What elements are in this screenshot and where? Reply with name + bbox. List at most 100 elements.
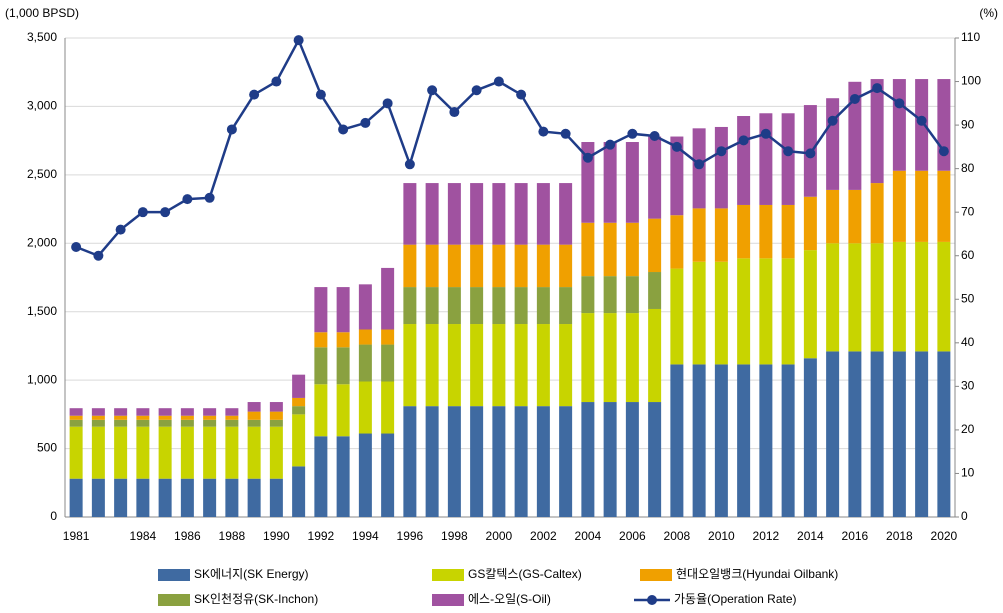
bar-segment bbox=[158, 415, 172, 420]
bar-segment bbox=[870, 183, 884, 244]
line-marker bbox=[938, 146, 949, 157]
bar-segment bbox=[203, 408, 217, 416]
bar-segment bbox=[581, 313, 595, 403]
bar-segment bbox=[759, 258, 773, 365]
line-marker bbox=[115, 224, 126, 235]
bar-segment bbox=[314, 384, 328, 437]
bar-segment bbox=[136, 426, 150, 479]
bar-segment bbox=[358, 381, 372, 434]
bar-segment bbox=[737, 364, 751, 517]
bar-segment bbox=[937, 241, 951, 352]
bar-segment bbox=[581, 276, 595, 314]
bar-segment bbox=[470, 183, 484, 245]
bar-segment bbox=[870, 351, 884, 517]
bar-segment bbox=[625, 402, 639, 517]
x-tick-label: 1996 bbox=[397, 529, 424, 543]
bar-segment bbox=[247, 419, 261, 427]
bar-segment bbox=[336, 436, 350, 517]
bar-segment bbox=[358, 433, 372, 517]
bar-segment bbox=[826, 189, 840, 244]
bar-segment bbox=[536, 287, 550, 325]
bar-segment bbox=[559, 287, 573, 325]
bar-segment bbox=[559, 406, 573, 517]
bar-segment bbox=[648, 272, 662, 309]
line-marker bbox=[538, 126, 549, 137]
legend-swatch bbox=[432, 569, 464, 581]
y2-tick-label: 90 bbox=[961, 117, 975, 131]
line bbox=[75, 37, 945, 258]
line-marker bbox=[204, 192, 215, 203]
x-tick-label: 2008 bbox=[664, 529, 691, 543]
bar-segment bbox=[714, 126, 728, 209]
y-tick-label: 3,000 bbox=[27, 99, 57, 113]
bar-segment bbox=[91, 415, 105, 420]
bar-segment bbox=[803, 250, 817, 359]
legend-swatch bbox=[158, 569, 190, 581]
bar-segment bbox=[269, 478, 283, 517]
line-marker bbox=[805, 148, 816, 159]
bar-segment bbox=[514, 244, 528, 288]
bar-segment bbox=[447, 287, 461, 325]
bar-segment bbox=[158, 478, 172, 517]
bar-segment bbox=[69, 419, 83, 427]
bar-segment bbox=[69, 415, 83, 420]
bar-segment bbox=[180, 426, 194, 479]
bar-segment bbox=[114, 426, 128, 479]
bar-segment bbox=[625, 276, 639, 314]
x-tick-label: 2012 bbox=[753, 529, 780, 543]
x-tick-label: 1984 bbox=[130, 529, 157, 543]
line-marker bbox=[293, 35, 304, 46]
line-marker bbox=[71, 242, 82, 253]
line-marker bbox=[605, 139, 616, 150]
bar-segment bbox=[603, 313, 617, 403]
x-tick-label: 2018 bbox=[886, 529, 913, 543]
bar-segment bbox=[381, 433, 395, 517]
line-marker bbox=[182, 194, 193, 205]
bar-segment bbox=[581, 402, 595, 517]
bar-segment bbox=[870, 79, 884, 184]
bar-segment bbox=[225, 426, 239, 479]
y2-tick-label: 80 bbox=[961, 161, 975, 175]
bar-segment bbox=[292, 406, 306, 415]
bar-segment bbox=[403, 244, 417, 288]
legend-swatch bbox=[640, 569, 672, 581]
bar-segment bbox=[937, 79, 951, 171]
line-marker bbox=[894, 98, 905, 109]
bar-segment bbox=[470, 406, 484, 517]
bar-segment bbox=[381, 329, 395, 345]
line-marker bbox=[783, 146, 794, 157]
bar-segment bbox=[536, 244, 550, 288]
bar-segment bbox=[781, 204, 795, 259]
bar-segment bbox=[625, 142, 639, 223]
y2-tick-label: 0 bbox=[961, 509, 968, 523]
bar-segment bbox=[648, 218, 662, 273]
bar-segment bbox=[203, 419, 217, 427]
y-axis-label: (1,000 BPSD) bbox=[5, 6, 79, 20]
bar-segment bbox=[336, 384, 350, 437]
bar-segment bbox=[803, 358, 817, 517]
bar-segment bbox=[848, 351, 862, 517]
bar-segment bbox=[937, 170, 951, 242]
bar-segment bbox=[625, 222, 639, 277]
bar-segment bbox=[269, 411, 283, 420]
bar-segment bbox=[536, 406, 550, 517]
bar-segment bbox=[603, 142, 617, 223]
legend-label: 에스-오일(S-Oil) bbox=[468, 592, 551, 606]
bar-segment bbox=[781, 113, 795, 205]
bar-segment bbox=[670, 136, 684, 216]
bar-segment bbox=[269, 426, 283, 479]
bar-segment bbox=[91, 478, 105, 517]
bar-segment bbox=[536, 324, 550, 407]
bar-segment bbox=[892, 241, 906, 352]
line-marker bbox=[760, 128, 771, 139]
bar-segment bbox=[848, 243, 862, 352]
bar-segment bbox=[781, 364, 795, 517]
bar-segment bbox=[492, 406, 506, 517]
line-marker bbox=[449, 107, 460, 118]
bar-segment bbox=[759, 204, 773, 259]
y2-tick-label: 20 bbox=[961, 422, 975, 436]
legend-label: SK에너지(SK Energy) bbox=[194, 567, 308, 581]
line-marker bbox=[694, 159, 705, 170]
line-marker bbox=[716, 146, 727, 157]
